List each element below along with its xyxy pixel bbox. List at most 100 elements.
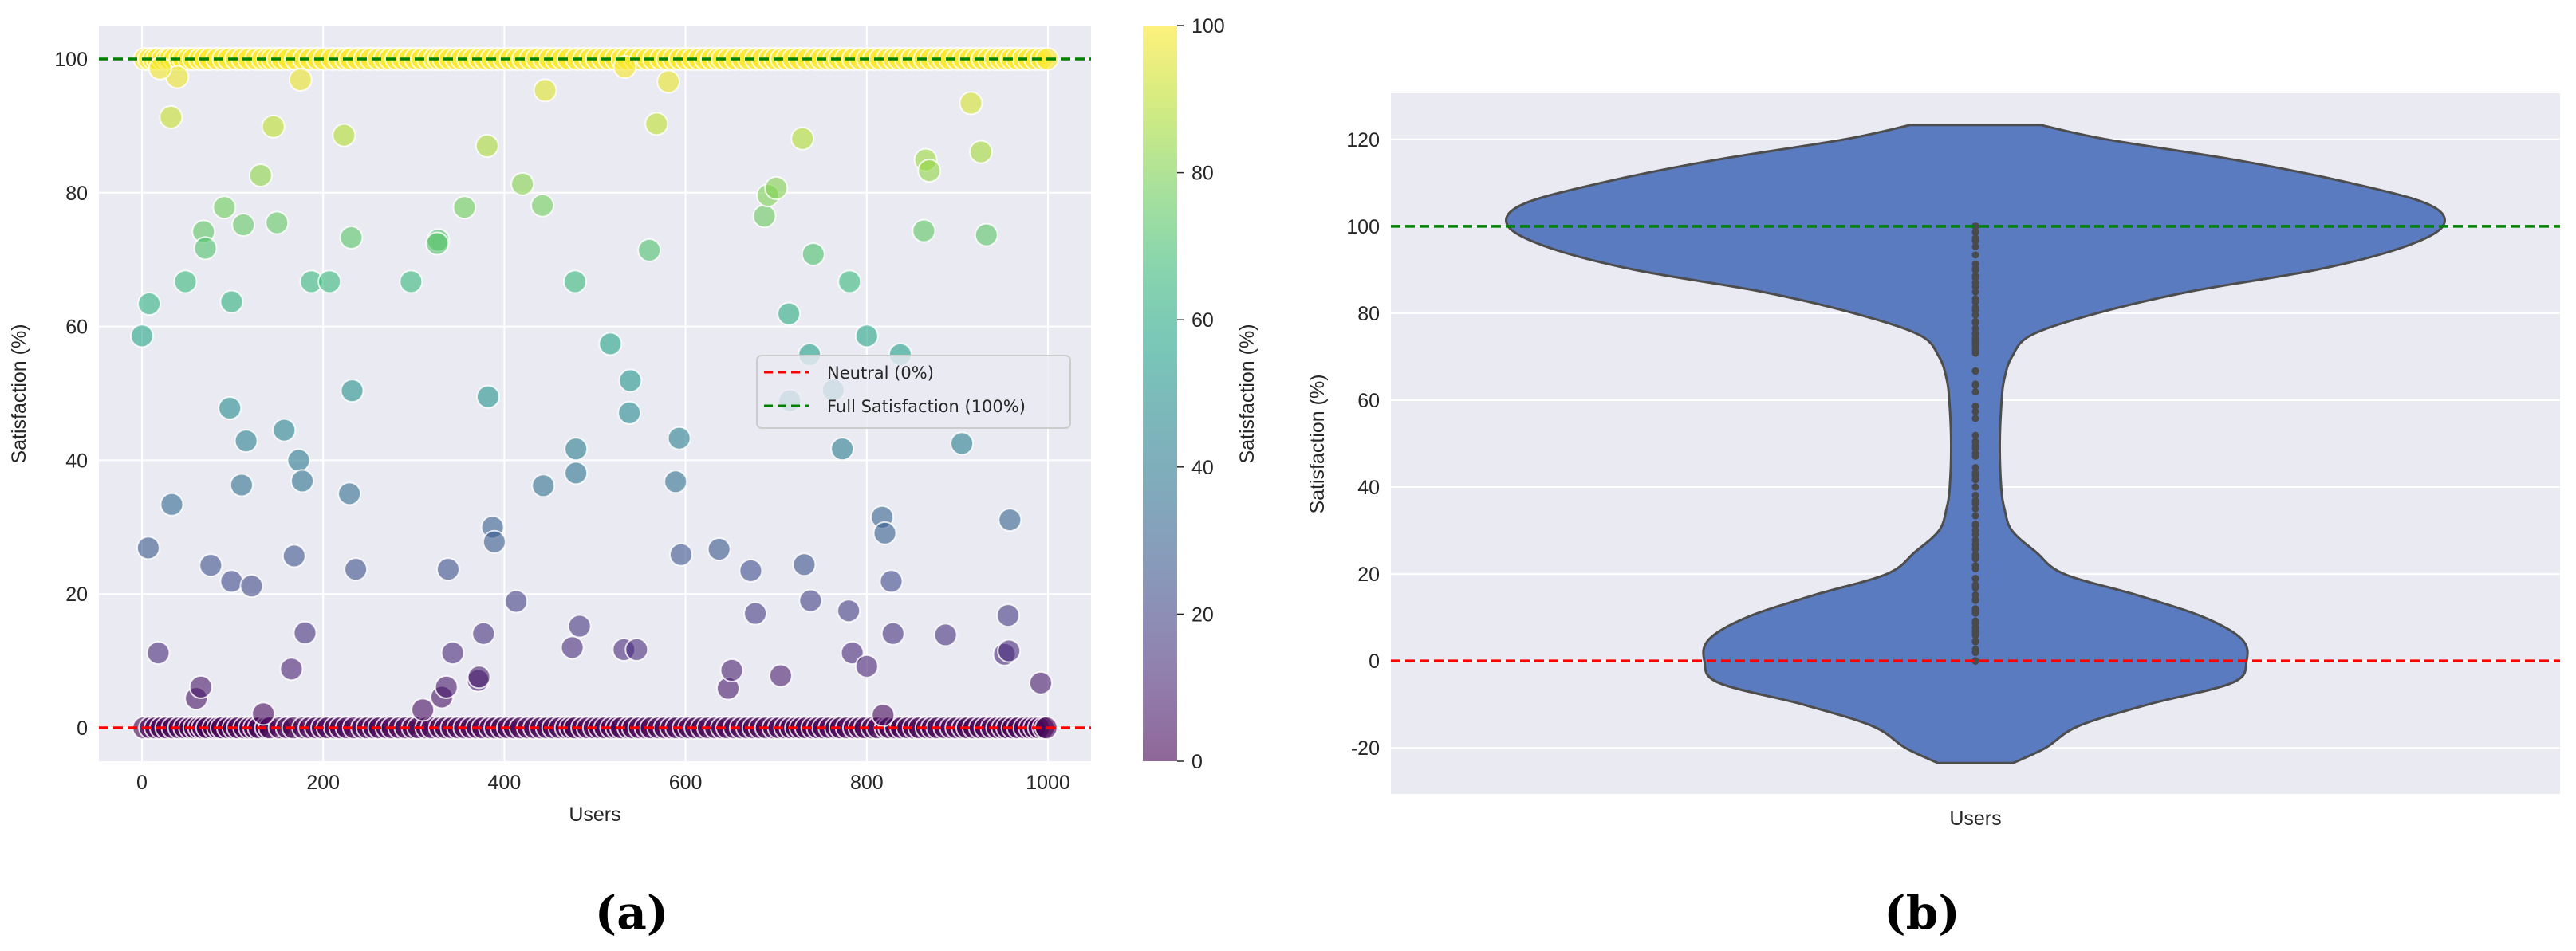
scatter-point [239,574,264,599]
violin-inner-points [1971,222,1979,665]
scatter-point [482,529,506,554]
violin-point [1971,242,1979,250]
legend-neutral-label: Neutral (0%) [827,364,934,383]
violin-point [1971,483,1979,491]
x-tick-label: 600 [669,772,703,794]
y-tick-label: -20 [1351,737,1380,760]
scatter-point [598,332,623,356]
scatter-point [959,91,983,116]
scatter-point [998,508,1022,532]
scatter-point [425,231,450,256]
scatter-point [411,698,435,722]
scatter-point [510,171,535,196]
scatter-point [777,301,802,326]
violin-point [1971,306,1979,314]
scatter-point [564,437,589,462]
scatter-point [854,324,879,348]
scatter-point [279,657,304,682]
scatter-point [531,474,556,498]
scatter-point [234,429,258,454]
scatter-point [475,134,499,159]
violin-point [1971,562,1979,570]
scatter-point [837,599,861,623]
x-tick-label: 0 [136,772,148,794]
scatter-legend: Neutral (0%) Full Satisfaction (100%) [756,355,1071,429]
y-tick-label: 80 [1357,303,1380,325]
scatter-x-label: Users [569,804,620,826]
violin-point [1971,295,1979,303]
violin-point [1971,596,1979,604]
scatter-point [159,104,183,129]
violin-point [1971,227,1979,235]
scatter-point [837,269,862,294]
scatter-point [317,269,342,294]
violin-point [1971,251,1979,259]
scatter-point [854,654,879,678]
scatter-point [148,56,172,81]
scatter-point [996,603,1021,628]
scatter-point [332,123,356,147]
y-tick-label: 120 [1346,129,1380,151]
violin-point [1971,491,1979,499]
colorbar-label: Satisfaction (%) [1236,324,1258,463]
scatter-point [880,621,905,646]
scatter-point [563,269,588,294]
colorbar-tick-label: 60 [1191,309,1214,332]
scatter-point [974,222,998,247]
violin-point [1971,452,1979,460]
violin-point [1971,463,1979,471]
violin-panel: -20 0 20 40 60 80 100 120 Users Satisfaction (%… [1306,93,2560,940]
scatter-point [340,379,364,403]
scatter-point [219,569,244,594]
scatter-y-label: Satisfaction (%) [8,324,30,463]
violin-point [1971,617,1979,625]
violin-point [1971,274,1979,282]
colorbar-tick-label: 0 [1191,751,1203,773]
scatter-point [272,418,297,442]
scatter-y-ticks: 0 20 40 60 80 100 [54,49,88,740]
violin-point [1971,222,1979,230]
scatter-point [251,701,276,726]
scatter-point [212,195,237,220]
scatter-point [290,469,315,493]
scatter-point [560,635,585,660]
violin-point [1971,497,1979,505]
violin-point [1971,265,1979,273]
y-tick-label: 60 [1357,390,1380,412]
scatter-point [160,492,184,517]
scatter-point [707,537,731,562]
violin-y-ticks: -20 0 20 40 60 80 100 120 [1346,129,1380,760]
scatter-point [871,703,896,728]
scatter-point [434,674,459,699]
y-tick-label: 80 [65,183,88,205]
violin-reference-lines [1391,225,2560,662]
violin-point [1971,237,1979,245]
violin-point [1971,283,1979,291]
scatter-point [968,140,993,164]
scatter-point [912,218,936,243]
y-tick-label: 0 [77,717,88,740]
violin-point [1971,349,1979,357]
violin-point [1971,472,1979,480]
scatter-point [719,658,744,682]
scatter-point [435,557,460,582]
scatter-point [830,437,855,462]
scatter-point [533,78,557,103]
scatter-point [471,621,496,646]
violin-point [1971,431,1979,439]
scatter-point [664,470,688,494]
violin-point [1971,530,1979,538]
scatter-point [743,601,768,626]
scatter-point [644,112,669,136]
scatter-point [129,324,154,348]
scatter-point [618,368,643,393]
violin-x-label: Users [1949,808,2001,830]
colorbar-ticks: 0 20 40 60 80 100 [1177,15,1225,773]
scatter-point [933,623,958,647]
scatter-point [564,461,589,485]
legend-box [756,355,1071,429]
violin-point [1971,407,1979,415]
colorbar-tick-label: 20 [1191,603,1214,626]
